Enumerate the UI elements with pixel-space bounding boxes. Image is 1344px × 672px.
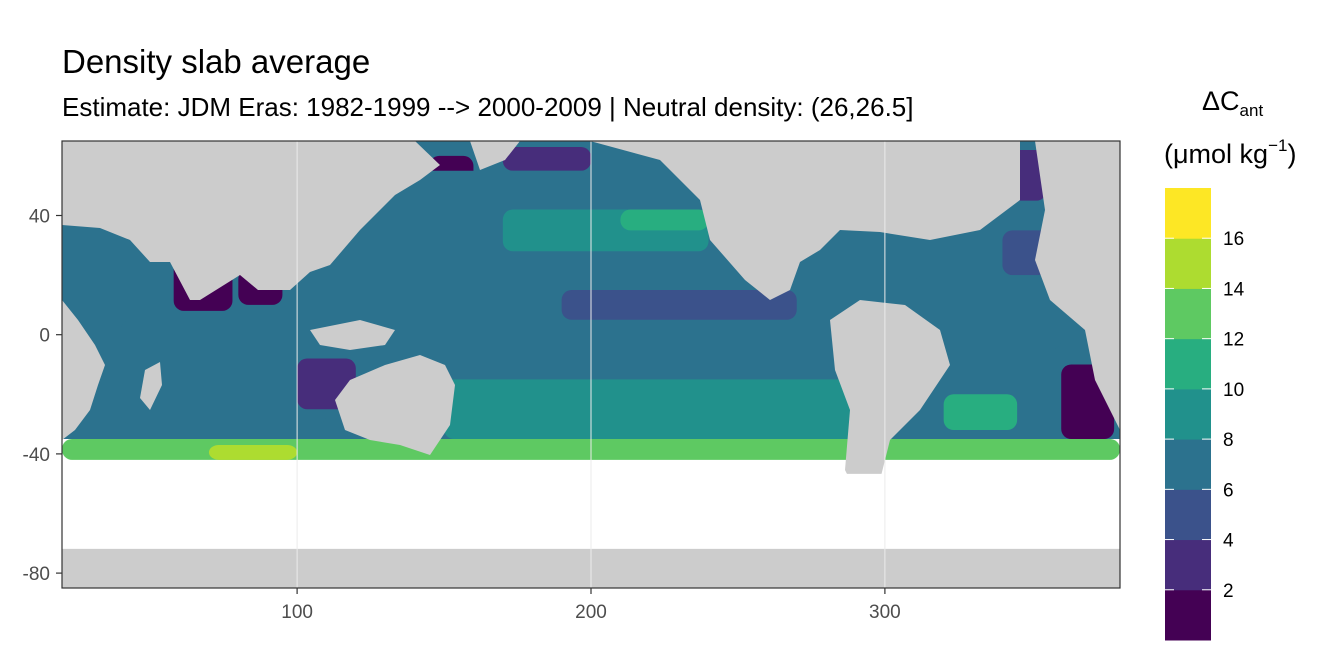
- land-mass-2: [140, 362, 162, 410]
- legend-unit-suffix: ): [1287, 139, 1297, 169]
- colorbar-label-0: 2: [1223, 581, 1234, 602]
- x-tick-label-2: 300: [869, 602, 901, 623]
- ocean-region-10: [620, 209, 709, 231]
- chart-title: Density slab average: [62, 43, 371, 80]
- legend-title-symbol: ΔC: [1202, 86, 1240, 116]
- colorbar-swatch-0: [1165, 589, 1211, 641]
- colorbar-label-4: 10: [1223, 380, 1244, 401]
- land-mass-0: [62, 141, 440, 300]
- ocean-region-7: [502, 146, 591, 171]
- y-tick-label-2: -40: [23, 445, 50, 466]
- ocean-region-17: [943, 394, 1018, 431]
- colorbar-label-6: 14: [1223, 279, 1245, 300]
- y-tick-label-0: 40: [29, 207, 50, 228]
- land-mass-1: [62, 300, 105, 440]
- x-tick-label-1: 200: [575, 602, 607, 623]
- land-mass-5: [335, 355, 455, 455]
- colorbar-label-5: 12: [1223, 330, 1244, 351]
- colorbar-legend: 2 4 6 8 10 12 14 16: [1165, 188, 1245, 641]
- colorbar-swatch-7: [1165, 238, 1211, 289]
- legend-unit-prefix: (μmol kg: [1164, 139, 1269, 169]
- x-tick-label-0: 100: [281, 602, 313, 623]
- land-mass-3: [470, 141, 520, 170]
- colorbar-swatch-3: [1165, 439, 1211, 490]
- grid-layer: [296, 141, 886, 588]
- land-mass-7: [830, 300, 950, 500]
- ocean-region-12: [444, 379, 856, 439]
- ocean-region-1: [208, 444, 298, 460]
- ocean-region-11: [561, 290, 797, 320]
- y-tick-label-3: -80: [23, 564, 50, 585]
- colorbar-label-3: 8: [1223, 430, 1234, 451]
- colorbar-label-1: 4: [1223, 531, 1234, 552]
- legend-unit-superscript: −1: [1268, 136, 1288, 155]
- colorbar-swatch-8: [1165, 188, 1211, 239]
- colorbar-swatch-5: [1165, 338, 1211, 390]
- plot-panel: [61, 140, 1121, 589]
- legend-title-variable: ΔCant: [1202, 86, 1263, 121]
- legend-title-unit: (μmol kg−1): [1164, 136, 1296, 170]
- ocean-region-4: [120, 319, 327, 425]
- chart-subtitle: Estimate: JDM Eras: 1982-1999 --> 2000-2…: [62, 92, 914, 122]
- colorbar-swatch-1: [1165, 539, 1211, 591]
- colorbar-swatch-2: [1165, 489, 1211, 541]
- ocean-region-16: [914, 275, 1062, 350]
- colorbar-swatch-6: [1165, 288, 1211, 340]
- colorbar-label-2: 6: [1223, 480, 1234, 501]
- y-tick-label-1: 0: [39, 326, 50, 347]
- colorbar-label-7: 16: [1223, 229, 1244, 250]
- land-mass-4: [310, 320, 395, 350]
- colorbar-swatch-4: [1165, 388, 1211, 440]
- land-mass-6: [590, 141, 1020, 300]
- land-mass-8: [1035, 141, 1120, 430]
- legend-title-subscript: ant: [1239, 101, 1264, 120]
